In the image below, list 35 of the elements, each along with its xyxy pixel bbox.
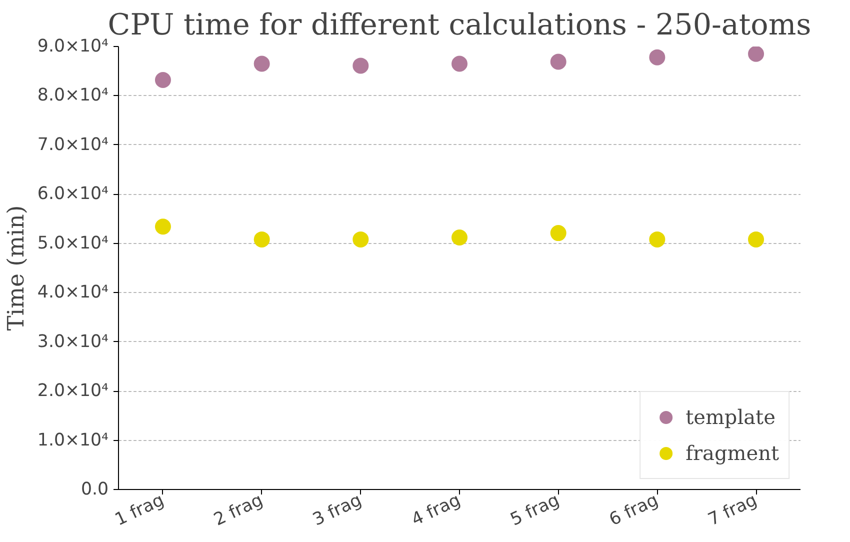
point: [550, 54, 566, 70]
legend-label: fragment: [686, 441, 779, 465]
point: [254, 56, 270, 72]
x-tick-label: 6 frag: [606, 490, 662, 530]
point: [352, 58, 369, 74]
point: [452, 56, 468, 72]
y-axis-title: Time (min): [3, 205, 30, 331]
y-tick-label: 2.0×10⁴: [37, 381, 109, 402]
legend-label: template: [686, 405, 776, 429]
y-tick-label: 1.0×10⁴: [37, 430, 109, 450]
y-tick-label: 7.0×10⁴: [37, 134, 109, 155]
point: [649, 49, 666, 66]
y-tick-label: 4.0×10⁴: [37, 282, 109, 303]
point: [352, 231, 369, 248]
x-tick-label: 1 frag: [112, 490, 168, 530]
point: [748, 231, 764, 248]
x-tick-label: 4 frag: [408, 490, 464, 530]
point: [748, 46, 764, 62]
x-tick-label: 3 frag: [310, 490, 365, 530]
y-tick-label: 0.0: [80, 480, 109, 500]
point: [649, 231, 666, 248]
y-tick-label: 3.0×10⁴: [37, 332, 109, 352]
point: [154, 218, 171, 235]
y-tick-label: 8.0×10⁴: [37, 86, 109, 106]
x-tick-label: 5 frag: [508, 490, 563, 530]
point: [550, 225, 566, 242]
y-tick-label: 9.0×10⁴: [37, 36, 109, 56]
x-tick-label: 7 frag: [705, 490, 760, 530]
point: [254, 231, 270, 248]
y-tick-label: 6.0×10⁴: [37, 184, 109, 204]
y-tick-label: 5.0×10⁴: [37, 233, 109, 254]
x-tick-label: 2 frag: [211, 490, 266, 530]
chart-title: CPU time for different calculations - 250-atoms: [108, 8, 812, 42]
point: [452, 229, 468, 246]
point: [154, 72, 171, 88]
